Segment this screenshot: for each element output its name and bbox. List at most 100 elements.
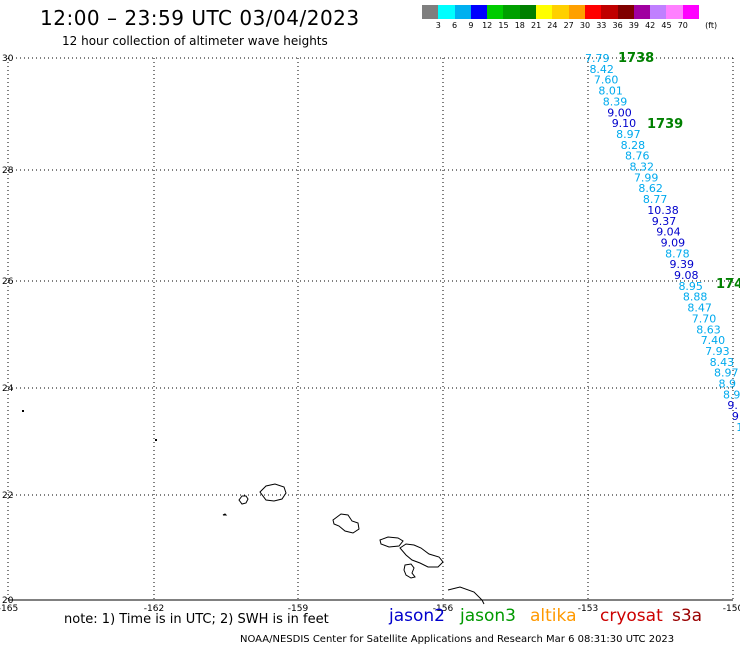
- colorbar-swatch: [568, 5, 585, 19]
- swh-value: 9.00: [607, 106, 632, 119]
- swh-value: 10.38: [647, 204, 679, 217]
- colorbar-label: 18: [514, 21, 525, 30]
- swh-value: 9.04: [656, 226, 681, 239]
- longitude-label: -165: [0, 604, 18, 614]
- map-title: 12:00 – 23:59 UTC 03/04/2023: [40, 6, 360, 30]
- colorbar-label: 70: [677, 21, 688, 30]
- swh-value: 8.28: [621, 139, 646, 152]
- colorbar-swatch: [666, 5, 683, 19]
- colorbar-label: 33: [596, 21, 607, 30]
- swh-value: 8.01: [598, 85, 623, 98]
- colorbar-label: 42: [645, 21, 656, 30]
- swh-value: 7.99: [634, 171, 659, 184]
- colorbar-swatch: [454, 5, 471, 19]
- swh-value: 8.97: [714, 367, 739, 380]
- satellite-legend-jason2: jason2: [389, 606, 445, 626]
- satellite-legend-s3a: s3a: [672, 606, 703, 626]
- swh-value: 9.08: [674, 269, 699, 282]
- satellite-legend-jason3: jason3: [460, 606, 516, 626]
- satellite-legend-altika: altika: [530, 606, 577, 626]
- lanai-island: [379, 536, 404, 548]
- swh-value: 9.39: [670, 258, 695, 271]
- longitude-label: -156: [433, 604, 454, 614]
- swh-value: 8.43: [710, 356, 735, 369]
- pass-time-label: 1739: [647, 117, 683, 132]
- swh-value: 7.70: [692, 312, 717, 325]
- colorbar-swatch: [503, 5, 520, 19]
- colorbar-swatch: [650, 5, 667, 19]
- swh-value: 8.95: [678, 280, 703, 293]
- colorbar-label: 9: [468, 21, 474, 30]
- colorbar-label: 12: [482, 21, 493, 30]
- colorbar-swatch: [682, 5, 700, 19]
- satellite-legend-cryosat: cryosat: [600, 606, 663, 626]
- swh-value: 8.88: [683, 291, 708, 304]
- swh-value: 9.09: [661, 236, 686, 249]
- colorbar-label: 27: [563, 21, 574, 30]
- colorbar-swatch: [601, 5, 618, 19]
- pass-time-label: 1738: [618, 51, 654, 66]
- colorbar-label: 36: [612, 21, 623, 30]
- swh-value: 8.47: [687, 302, 712, 315]
- necker-dot: [155, 439, 157, 441]
- kahoolawe-island: [403, 563, 416, 579]
- swh-value: 8.78: [665, 247, 690, 260]
- hawaii-islands: [22, 410, 485, 605]
- swh-value: 7.40: [701, 334, 726, 347]
- swh-value: 9.10: [612, 117, 637, 130]
- swh-value: 8.97: [616, 128, 641, 141]
- swh-value: 8.42: [589, 63, 614, 76]
- latitude-label: 28: [2, 166, 14, 176]
- colorbar-swatch: [617, 5, 634, 19]
- colorbar-label: 6: [452, 21, 458, 30]
- latitude-label: 22: [2, 491, 13, 501]
- colorbar-swatch: [584, 5, 602, 19]
- colorbar-swatch: [470, 5, 488, 19]
- swh-value: 8.62: [638, 182, 663, 195]
- wave-height-colorbar: [422, 5, 700, 19]
- swh-value: 8.77: [643, 193, 668, 206]
- swh-value: 9: [732, 410, 739, 423]
- colorbar-label: 3: [435, 21, 441, 30]
- latitude-label: 20: [2, 596, 14, 606]
- colorbar-label: 24: [547, 21, 558, 30]
- swh-value: 9.37: [652, 215, 677, 228]
- oahu-island: [259, 483, 287, 502]
- longitude-label: -159: [288, 604, 309, 614]
- colorbar-label: 45: [661, 21, 672, 30]
- colorbar-label: 15: [498, 21, 509, 30]
- kauai-island: [238, 495, 249, 505]
- swh-value: 7.93: [705, 345, 730, 358]
- colorbar-label: 30: [579, 21, 591, 30]
- colorbar-swatch: [552, 5, 569, 19]
- colorbar-swatch: [422, 5, 439, 19]
- longitude-label: -150: [723, 604, 740, 614]
- swh-value: 7.60: [594, 74, 619, 87]
- grid-lines: [7, 57, 734, 601]
- map-subtitle: 12 hour collection of altimeter wave hei…: [62, 34, 328, 48]
- swh-value: 8.63: [696, 323, 721, 336]
- longitude-label: -162: [144, 604, 164, 614]
- colorbar-label: 21: [531, 21, 542, 30]
- longitude-label: -153: [578, 604, 598, 614]
- swh-value: 8.9: [723, 388, 740, 401]
- maui-island: [399, 543, 444, 568]
- swh-value: 7.79: [585, 52, 610, 65]
- pass-time-label: 174: [716, 277, 740, 292]
- colorbar-swatch: [519, 5, 537, 19]
- big-island-edge: [447, 586, 485, 605]
- latitude-label: 26: [2, 277, 14, 287]
- latitude-label: 24: [2, 384, 14, 394]
- niihau-island: [222, 513, 228, 516]
- axis-labels: -165 -162 -159 -156 -153 -150 30 28 26 24 22 20: [0, 54, 740, 614]
- colorbar-swatch: [487, 5, 504, 19]
- colorbar-labels: 3 6 9 12 15 18 21 24 27 30 33 36 39 42 45 70 (ft): [422, 21, 740, 33]
- swh-value: 8.39: [603, 95, 628, 108]
- nihoa-dot: [22, 410, 24, 412]
- swh-value: 9.: [727, 399, 738, 412]
- swh-value: 8.32: [630, 161, 655, 174]
- swh-value: 8.9: [719, 378, 737, 391]
- footer-credit: NOAA/NESDIS Center for Satellite Applica…: [240, 634, 675, 645]
- latitude-label: 30: [2, 54, 14, 64]
